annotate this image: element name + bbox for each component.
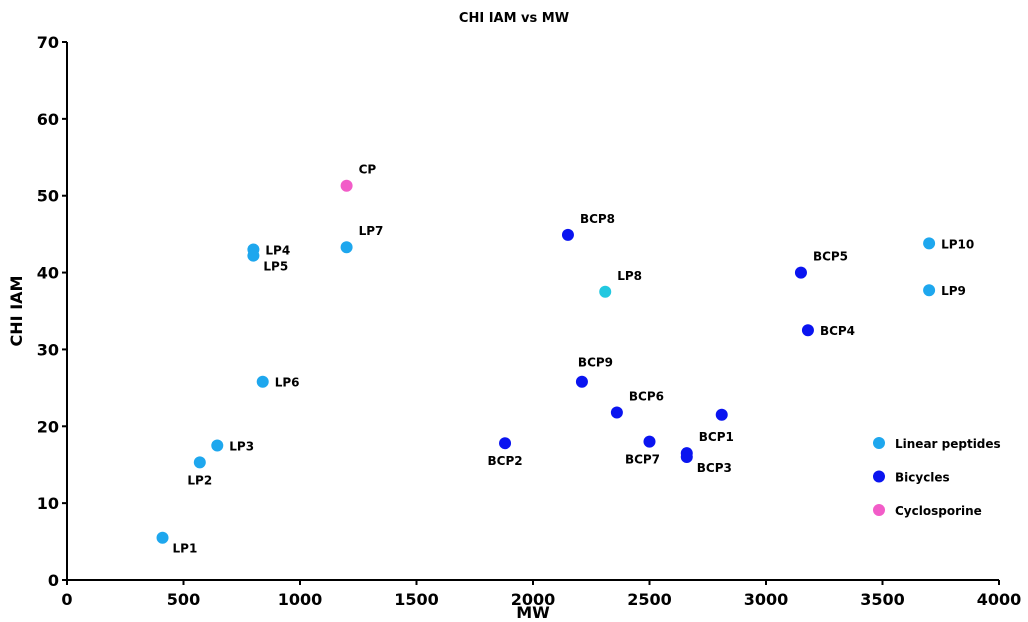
legend-marker	[873, 504, 885, 516]
data-point	[561, 228, 574, 241]
data-point	[801, 324, 814, 337]
point-label: BCP4	[820, 324, 855, 338]
point-label: BCP7	[625, 453, 660, 467]
point-label: CP	[359, 163, 377, 177]
point-label: LP6	[275, 376, 300, 390]
data-point	[599, 285, 612, 298]
point-label: BCP1	[699, 430, 734, 444]
y-tick-label: 30	[37, 340, 59, 359]
y-axis-label: CHI IAM	[7, 276, 26, 347]
x-tick-label: 1500	[394, 590, 439, 609]
data-points: LP1 LP2 LP3 LP4 LP5 LP6 LP7 LP8 LP9 LP10 CP BCP1 BCP…	[156, 163, 974, 556]
legend-label: Bicycles	[895, 471, 950, 485]
data-point	[211, 439, 224, 452]
data-point	[610, 406, 623, 419]
x-tick-label: 2000	[511, 590, 556, 609]
point-label: BCP9	[578, 356, 613, 370]
point-label: LP8	[617, 269, 642, 283]
chart-title: CHI IAM vs MW	[459, 11, 569, 26]
data-point	[340, 241, 353, 254]
point-label: LP2	[187, 473, 212, 487]
point-label: LP7	[359, 224, 384, 238]
legend-marker	[873, 437, 885, 449]
data-point	[156, 531, 169, 544]
point-label: BCP6	[629, 389, 664, 403]
data-point	[794, 266, 807, 279]
data-point	[923, 237, 936, 250]
point-label: LP3	[229, 440, 254, 454]
y-tick-label: 70	[37, 33, 59, 52]
x-tick-label: 4000	[977, 590, 1022, 609]
x-tick-label: 2500	[627, 590, 672, 609]
data-point	[680, 451, 693, 464]
x-tick-label: 3000	[744, 590, 789, 609]
x-axis-label: MW	[516, 603, 550, 622]
x-tick-label: 0	[61, 590, 72, 609]
point-label: LP10	[941, 237, 974, 251]
data-point	[643, 435, 656, 448]
legend-label: Cyclosporine	[895, 504, 982, 518]
data-point	[923, 284, 936, 297]
point-label: BCP5	[813, 250, 848, 264]
point-label: BCP3	[697, 461, 732, 475]
y-tick-label: 20	[37, 417, 59, 436]
point-label: LP9	[941, 284, 966, 298]
point-label: LP4	[265, 244, 290, 258]
point-label: LP1	[173, 542, 198, 556]
point-label: BCP8	[580, 212, 615, 226]
legend-marker	[873, 470, 885, 483]
y-tick-label: 10	[37, 494, 59, 513]
axes: 0 500 1000 1500 2000 2500 3000 3500 4000 0 10 20 30 4…	[37, 33, 1022, 609]
y-tick-label: 60	[37, 110, 59, 129]
x-tick-label: 3500	[860, 590, 905, 609]
y-tick-label: 40	[37, 264, 59, 283]
data-point	[193, 456, 206, 469]
data-point	[247, 249, 260, 262]
data-point	[575, 375, 588, 388]
data-point	[499, 437, 512, 450]
x-tick-label: 1000	[278, 590, 323, 609]
data-point	[715, 408, 728, 421]
data-point	[256, 375, 269, 388]
y-tick-label: 0	[48, 571, 59, 590]
legend-label: Linear peptides	[895, 437, 1001, 451]
point-label: BCP2	[487, 454, 522, 468]
legend: Linear peptides Bicycles Cyclosporine	[873, 437, 1001, 518]
x-tick-label: 500	[167, 590, 200, 609]
data-point	[340, 179, 353, 192]
point-label: LP5	[263, 260, 288, 274]
y-tick-label: 50	[37, 187, 59, 206]
